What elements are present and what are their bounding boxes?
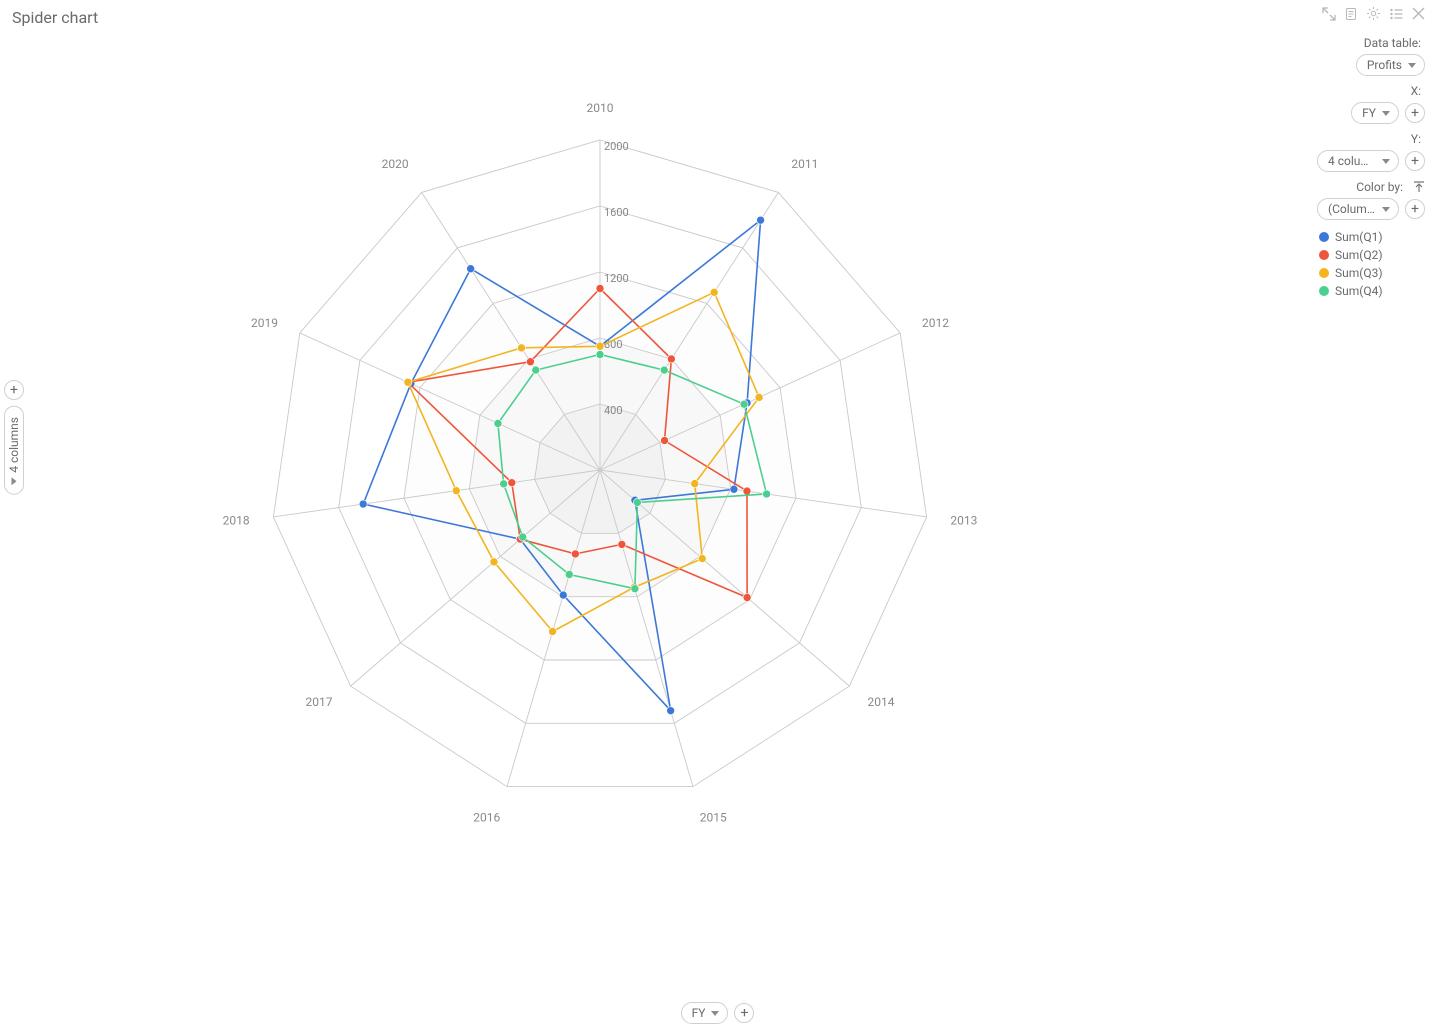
x-value: FY bbox=[1362, 106, 1376, 120]
data-table-label: Data table: bbox=[1175, 36, 1421, 50]
legend-swatch bbox=[1319, 286, 1329, 296]
bottom-axis-rail: FY + bbox=[0, 1002, 1435, 1024]
svg-text:1200: 1200 bbox=[604, 272, 629, 285]
page-title: Spider chart bbox=[12, 8, 98, 27]
color-by-value: (Column N… bbox=[1328, 202, 1376, 216]
svg-text:2019: 2019 bbox=[251, 316, 278, 330]
y-label: Y: bbox=[1175, 132, 1421, 146]
svg-text:2011: 2011 bbox=[791, 157, 818, 171]
controls-panel: Data table: Profits X: FY + Y: 4 columns… bbox=[1175, 32, 1425, 298]
legend-item[interactable]: Sum(Q2) bbox=[1319, 248, 1399, 262]
close-icon[interactable] bbox=[1412, 7, 1425, 20]
page-icon[interactable] bbox=[1344, 7, 1358, 21]
x-label: X: bbox=[1175, 84, 1421, 98]
add-bottom-axis-button[interactable]: + bbox=[734, 1003, 754, 1023]
chevron-down-icon bbox=[1408, 63, 1416, 68]
chevron-down-icon bbox=[1382, 207, 1390, 212]
bottom-axis-selector[interactable]: FY bbox=[681, 1002, 729, 1024]
legend-label: Sum(Q1) bbox=[1335, 230, 1383, 244]
data-table-selector[interactable]: Profits bbox=[1356, 54, 1425, 76]
x-selector[interactable]: FY bbox=[1351, 102, 1399, 124]
color-by-label: Color by: bbox=[1356, 180, 1403, 194]
svg-text:2016: 2016 bbox=[473, 811, 500, 825]
svg-text:2000: 2000 bbox=[604, 140, 629, 153]
legend-item[interactable]: Sum(Q3) bbox=[1319, 266, 1399, 280]
svg-text:2015: 2015 bbox=[700, 811, 727, 825]
legend-swatch bbox=[1319, 268, 1329, 278]
color-by-selector[interactable]: (Column N… bbox=[1317, 198, 1399, 220]
hoist-icon[interactable] bbox=[1413, 180, 1425, 194]
left-axis-rail: + 4 columns bbox=[4, 380, 24, 495]
svg-text:2010: 2010 bbox=[587, 101, 614, 115]
legend-item[interactable]: Sum(Q1) bbox=[1319, 230, 1399, 244]
left-axis-value: 4 columns bbox=[7, 417, 21, 473]
add-left-axis-button[interactable]: + bbox=[4, 380, 24, 400]
spider-chart: 2010 2011 2012 2013 2014 2015 2016 2017 2018 2019… bbox=[40, 30, 1160, 910]
y-value: 4 columns bbox=[1328, 154, 1376, 168]
data-table-value: Profits bbox=[1367, 58, 1402, 72]
legend-item[interactable]: Sum(Q4) bbox=[1319, 284, 1399, 298]
svg-text:400: 400 bbox=[604, 404, 623, 417]
legend-swatch bbox=[1319, 232, 1329, 242]
chevron-down-icon bbox=[711, 1011, 719, 1016]
legend-label: Sum(Q4) bbox=[1335, 284, 1383, 298]
add-y-button[interactable]: + bbox=[1405, 151, 1425, 171]
legend-label: Sum(Q2) bbox=[1335, 248, 1383, 262]
legend: Sum(Q1) Sum(Q2) Sum(Q3) Sum(Q4) bbox=[1175, 230, 1399, 298]
svg-text:2014: 2014 bbox=[868, 695, 895, 709]
chevron-down-icon bbox=[1382, 159, 1390, 164]
svg-text:2018: 2018 bbox=[223, 513, 250, 527]
chevron-down-icon bbox=[12, 477, 17, 485]
svg-text:2017: 2017 bbox=[305, 695, 332, 709]
gear-icon[interactable] bbox=[1366, 6, 1381, 21]
y-selector[interactable]: 4 columns bbox=[1317, 150, 1399, 172]
bottom-axis-value: FY bbox=[692, 1006, 706, 1020]
left-axis-selector[interactable]: 4 columns bbox=[4, 406, 24, 495]
toolbar bbox=[1322, 6, 1425, 21]
chevron-down-icon bbox=[1382, 111, 1390, 116]
svg-text:2013: 2013 bbox=[950, 513, 977, 527]
legend-label: Sum(Q3) bbox=[1335, 266, 1383, 280]
add-x-button[interactable]: + bbox=[1405, 103, 1425, 123]
add-color-by-button[interactable]: + bbox=[1405, 199, 1425, 219]
svg-text:1600: 1600 bbox=[604, 206, 629, 219]
svg-text:2020: 2020 bbox=[382, 157, 409, 171]
legend-swatch bbox=[1319, 250, 1329, 260]
svg-text:2012: 2012 bbox=[922, 316, 949, 330]
expand-icon[interactable] bbox=[1322, 7, 1336, 21]
list-icon[interactable] bbox=[1389, 7, 1404, 21]
